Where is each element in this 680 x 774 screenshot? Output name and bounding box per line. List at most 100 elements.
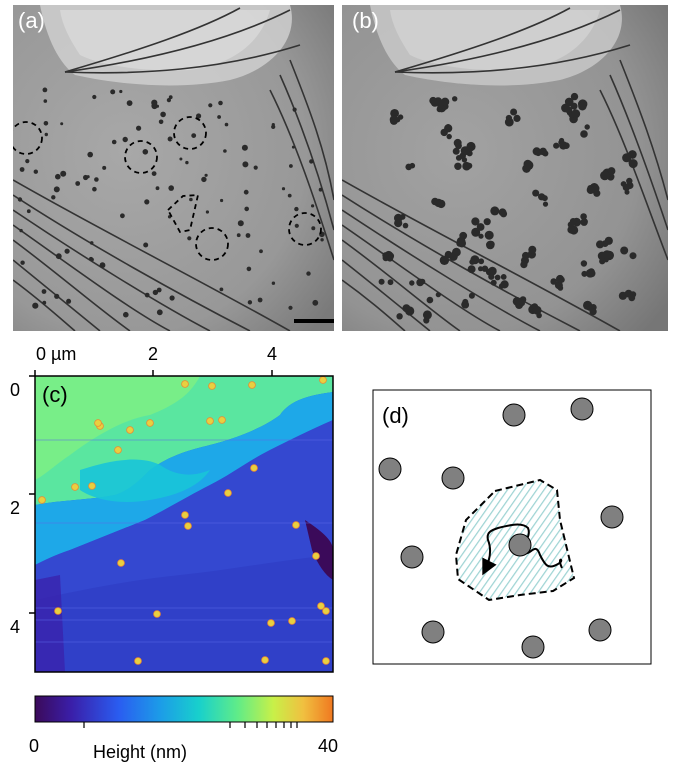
schematic-particle bbox=[441, 466, 465, 490]
sem-particle bbox=[55, 253, 62, 260]
panel-b-label: (b) bbox=[352, 8, 379, 33]
afm-particle bbox=[292, 521, 300, 529]
sem-cluster-particle bbox=[403, 306, 409, 312]
sem-particle bbox=[119, 89, 123, 94]
sem-cluster-particle bbox=[620, 246, 629, 255]
sem-cluster-particle bbox=[550, 278, 557, 285]
sem-particle bbox=[187, 236, 192, 241]
sem-particle bbox=[237, 220, 244, 227]
sem-particle bbox=[306, 271, 311, 276]
sem-cluster-particle bbox=[520, 261, 528, 269]
sem-cluster-particle bbox=[628, 150, 637, 159]
sem-cluster-particle bbox=[490, 279, 497, 286]
sem-particle bbox=[205, 210, 209, 214]
panel-b-sem-image bbox=[342, 5, 668, 331]
sem-particle bbox=[204, 173, 208, 177]
panel-d-particles bbox=[378, 397, 624, 659]
afm-particle bbox=[146, 419, 154, 427]
panel-c-afm-map bbox=[35, 376, 333, 672]
sem-cluster-particle bbox=[429, 96, 437, 105]
panel-a-sem-image bbox=[13, 5, 334, 331]
sem-cluster-particle bbox=[580, 218, 588, 226]
sem-particle bbox=[120, 213, 125, 219]
panel-d-label: (d) bbox=[382, 403, 409, 428]
sem-cluster-particle bbox=[571, 109, 581, 119]
sem-particle bbox=[144, 292, 150, 298]
sem-particle bbox=[43, 99, 48, 103]
sem-cluster-particle bbox=[478, 258, 485, 265]
sem-cluster-particle bbox=[578, 102, 587, 111]
sem-cluster-particle bbox=[416, 278, 424, 287]
panel-c-label: (c) bbox=[42, 382, 68, 407]
sem-cluster-particle bbox=[469, 259, 476, 265]
schematic-particle bbox=[421, 620, 445, 644]
sem-particle bbox=[294, 206, 299, 212]
afm-particle bbox=[38, 496, 46, 504]
sem-cluster-particle bbox=[431, 197, 439, 206]
afm-particle bbox=[184, 522, 192, 530]
sem-cluster-particle bbox=[628, 159, 636, 166]
sem-particle bbox=[126, 100, 133, 106]
sem-cluster-particle bbox=[481, 265, 489, 272]
sem-particle bbox=[185, 160, 189, 165]
sem-particle bbox=[26, 209, 31, 214]
panel-a-step-lines bbox=[13, 7, 334, 331]
sem-cluster-particle bbox=[600, 170, 610, 181]
sem-particle bbox=[144, 199, 150, 205]
sem-cluster-particle bbox=[580, 130, 588, 138]
colorbar-title: Height (nm) bbox=[93, 742, 187, 762]
sem-particle bbox=[122, 136, 128, 143]
sem-particle bbox=[309, 159, 314, 164]
afm-particle bbox=[206, 417, 214, 425]
sem-cluster-particle bbox=[498, 208, 507, 217]
sem-particle bbox=[291, 145, 295, 149]
sem-particle bbox=[156, 309, 163, 316]
afm-particle bbox=[261, 656, 269, 664]
afm-particle bbox=[267, 619, 275, 627]
sem-cluster-particle bbox=[489, 268, 497, 276]
sem-particle bbox=[247, 300, 253, 305]
sem-cluster-particle bbox=[452, 96, 458, 102]
afm-particle bbox=[126, 426, 134, 434]
sem-particle bbox=[60, 122, 64, 126]
sem-particle bbox=[189, 197, 193, 202]
sem-cluster-particle bbox=[629, 252, 637, 260]
sem-cluster-particle bbox=[387, 279, 394, 286]
sem-cluster-particle bbox=[580, 213, 587, 220]
sem-cluster-particle bbox=[471, 227, 481, 237]
colorbar-min-label: 0 bbox=[29, 736, 39, 756]
sem-particle bbox=[217, 115, 222, 119]
sem-cluster-particle bbox=[478, 266, 483, 272]
sem-particle bbox=[136, 125, 142, 131]
schematic-particle bbox=[521, 635, 545, 659]
sem-particle bbox=[94, 177, 99, 182]
sem-particle bbox=[320, 238, 324, 242]
sem-particle bbox=[257, 297, 263, 303]
sem-particle bbox=[143, 242, 149, 248]
sem-cluster-particle bbox=[471, 217, 480, 226]
sem-particle bbox=[224, 122, 229, 127]
sem-particle bbox=[99, 262, 106, 269]
panel-b-particle-clusters bbox=[378, 92, 638, 324]
sem-cluster-particle bbox=[405, 163, 413, 171]
schematic-particle bbox=[400, 545, 424, 569]
sem-cluster-particle bbox=[468, 292, 475, 299]
sem-cluster-particle bbox=[440, 97, 450, 107]
afm-particle bbox=[224, 489, 232, 497]
sem-cluster-particle bbox=[622, 153, 632, 163]
sem-cluster-particle bbox=[602, 250, 612, 260]
sem-particle bbox=[41, 289, 47, 294]
panel-a-label: (a) bbox=[18, 8, 45, 33]
sem-particle bbox=[156, 287, 162, 293]
sem-cluster-particle bbox=[596, 240, 604, 249]
afm-particle bbox=[114, 446, 122, 454]
sem-cluster-particle bbox=[532, 147, 541, 156]
sem-particle bbox=[42, 300, 47, 305]
sem-cluster-particle bbox=[604, 236, 613, 245]
sem-cluster-particle bbox=[510, 108, 518, 116]
sem-particle bbox=[92, 186, 97, 192]
sem-particle bbox=[244, 206, 249, 212]
sem-particle bbox=[294, 223, 299, 228]
sem-cluster-particle bbox=[500, 274, 507, 280]
